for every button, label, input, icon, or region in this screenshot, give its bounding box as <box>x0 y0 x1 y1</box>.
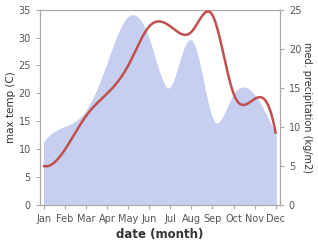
Y-axis label: med. precipitation (kg/m2): med. precipitation (kg/m2) <box>302 42 313 173</box>
Y-axis label: max temp (C): max temp (C) <box>5 72 16 143</box>
X-axis label: date (month): date (month) <box>116 228 204 242</box>
